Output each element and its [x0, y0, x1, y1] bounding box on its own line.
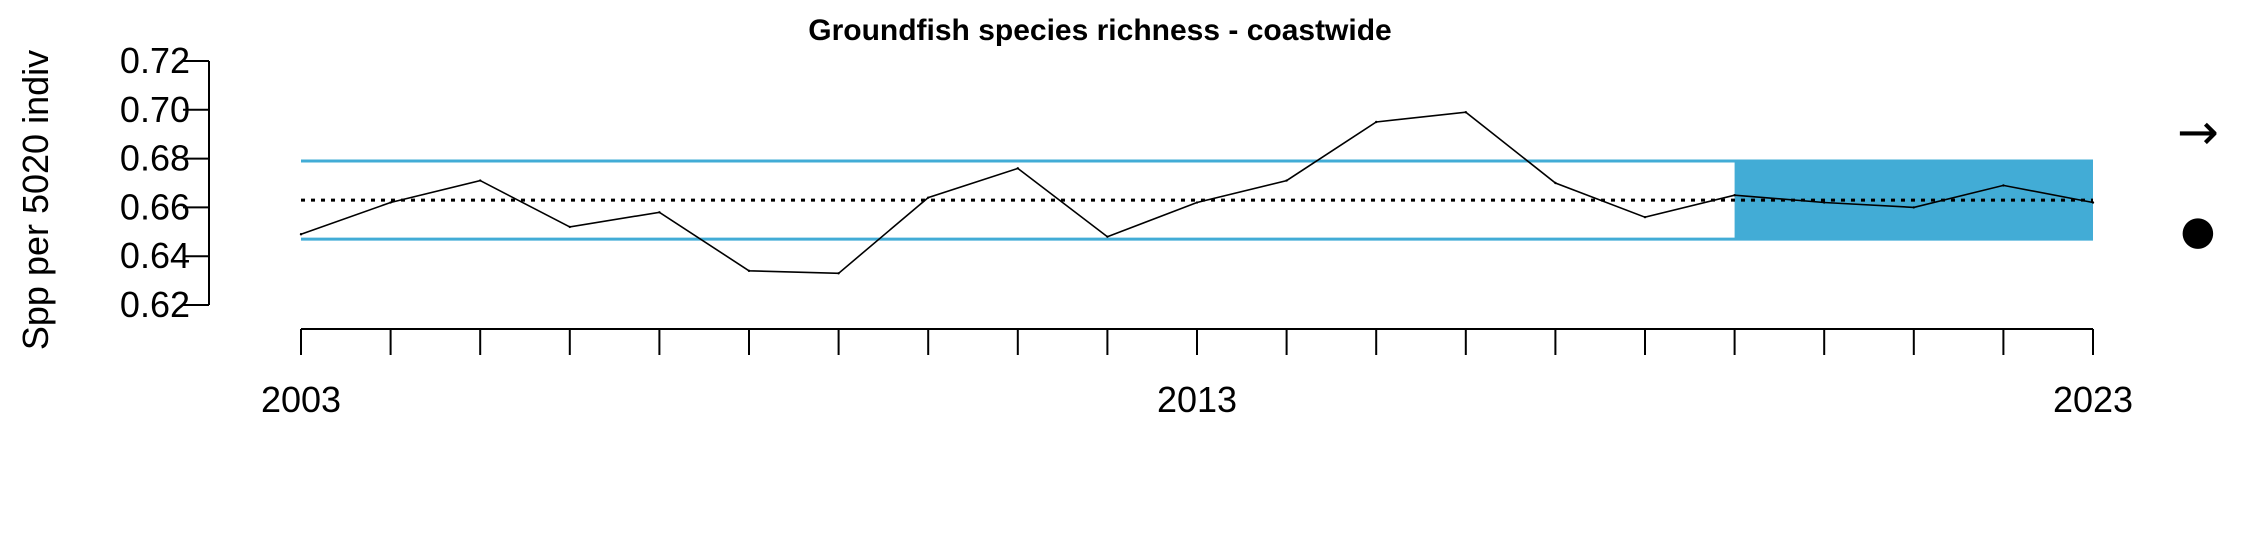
data-point	[2091, 201, 2095, 204]
data-point	[1733, 194, 1736, 197]
trend-arrow-icon: →	[2177, 103, 2219, 161]
y-tick-label: 0.64	[120, 235, 190, 276]
data-point	[479, 179, 482, 182]
data-point	[1912, 206, 1916, 209]
y-tick-label: 0.66	[120, 186, 190, 227]
data-point	[927, 196, 930, 199]
data-point	[837, 272, 840, 275]
chart-title: Groundfish species richness - coastwide	[808, 14, 1392, 47]
y-axis: 0.62 0.64 0.66 0.68 0.70 0.72	[120, 40, 210, 325]
data-point	[658, 211, 661, 214]
data-point	[1643, 215, 1647, 219]
data-point	[1016, 167, 1019, 170]
data-point	[1285, 179, 1288, 182]
x-tick-label: 2023	[2053, 379, 2133, 420]
data-point	[1823, 201, 1826, 204]
data-point	[747, 269, 751, 273]
data-point	[1464, 111, 1468, 114]
y-tick-label: 0.72	[120, 40, 190, 81]
data-point	[299, 233, 303, 236]
y-tick-label: 0.62	[120, 284, 190, 325]
y-tick-label: 0.70	[120, 89, 190, 130]
data-point	[1195, 201, 1199, 204]
plot-area	[299, 111, 2095, 275]
data-point	[389, 201, 392, 204]
data-point	[1375, 120, 1378, 124]
y-axis-label: Spp per 5020 indiv	[15, 50, 56, 350]
x-tick-label: 2003	[261, 379, 341, 420]
mean-dot-icon: ●	[2181, 208, 2216, 254]
data-point	[1554, 181, 1557, 185]
data-point	[1106, 235, 1109, 238]
y-tick-label: 0.68	[120, 138, 190, 179]
x-tick-label: 2013	[1157, 379, 1237, 420]
x-axis: 2003 2013 2023	[261, 328, 2133, 420]
data-point	[2002, 184, 2005, 187]
data-point	[568, 225, 571, 229]
